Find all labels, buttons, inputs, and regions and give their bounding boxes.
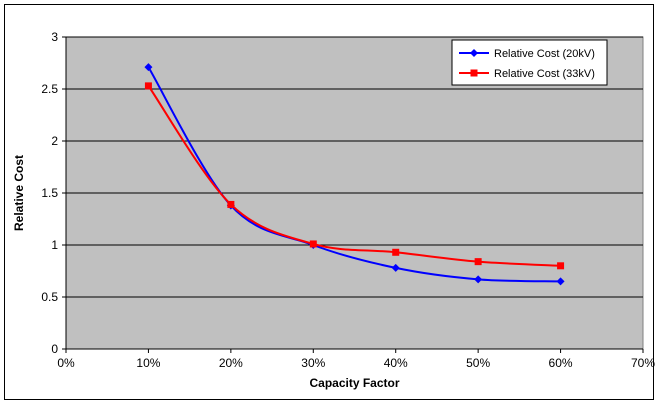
- series-1-point-5: [557, 262, 565, 270]
- series-1: [144, 82, 565, 270]
- x-tick-label-3: 30%: [301, 356, 325, 370]
- legend-swatch-marker-0: [470, 49, 478, 57]
- legend-swatch-marker-1: [470, 69, 478, 77]
- legend-box: [451, 39, 608, 86]
- series-0-point-4: [474, 275, 483, 284]
- x-tick-label-7: 70%: [631, 356, 655, 370]
- series-1-point-2: [309, 240, 317, 248]
- x-tick-label-1: 10%: [136, 356, 160, 370]
- series-0-line: [147, 66, 561, 283]
- x-tick-label-5: 50%: [466, 356, 490, 370]
- y-axis-ticks: 0 0.5 1 1.5 2 2.5 3: [41, 30, 66, 356]
- x-axis-ticks: 0% 10% 20% 30% 40% 50% 60% 70%: [57, 349, 655, 370]
- legend: Relative Cost (20kV) Relative Cost (33kV): [451, 39, 608, 86]
- y-tick-label-3: 1.5: [41, 186, 58, 200]
- series-layer: [144, 63, 565, 286]
- legend-label-1: Relative Cost (33kV): [494, 68, 595, 80]
- grid-lines: [66, 36, 643, 298]
- y-tick-label-4: 2: [51, 134, 58, 148]
- series-0-point-3: [391, 263, 400, 272]
- x-axis-title: Capacity Factor: [309, 376, 399, 390]
- series-0-point-5: [556, 277, 565, 286]
- series-0-point-0: [144, 63, 153, 72]
- y-tick-label-2: 1: [51, 238, 58, 252]
- x-tick-label-6: 60%: [549, 356, 573, 370]
- x-tick-label-0: 0%: [57, 356, 75, 370]
- legend-label-0: Relative Cost (20kV): [494, 48, 595, 60]
- y-tick-label-6: 3: [51, 30, 58, 44]
- y-axis-title: Relative Cost: [12, 155, 26, 231]
- series-1-line: [147, 85, 561, 267]
- y-tick-label-0: 0: [51, 342, 58, 356]
- series-1-point-3: [392, 248, 400, 256]
- y-tick-label-1: 0.5: [41, 290, 58, 304]
- series-1-point-4: [474, 258, 482, 266]
- x-tick-label-4: 40%: [384, 356, 408, 370]
- x-tick-label-2: 20%: [219, 356, 243, 370]
- series-1-point-0: [144, 82, 152, 90]
- y-tick-label-5: 2.5: [41, 82, 58, 96]
- series-1-point-1: [227, 200, 235, 208]
